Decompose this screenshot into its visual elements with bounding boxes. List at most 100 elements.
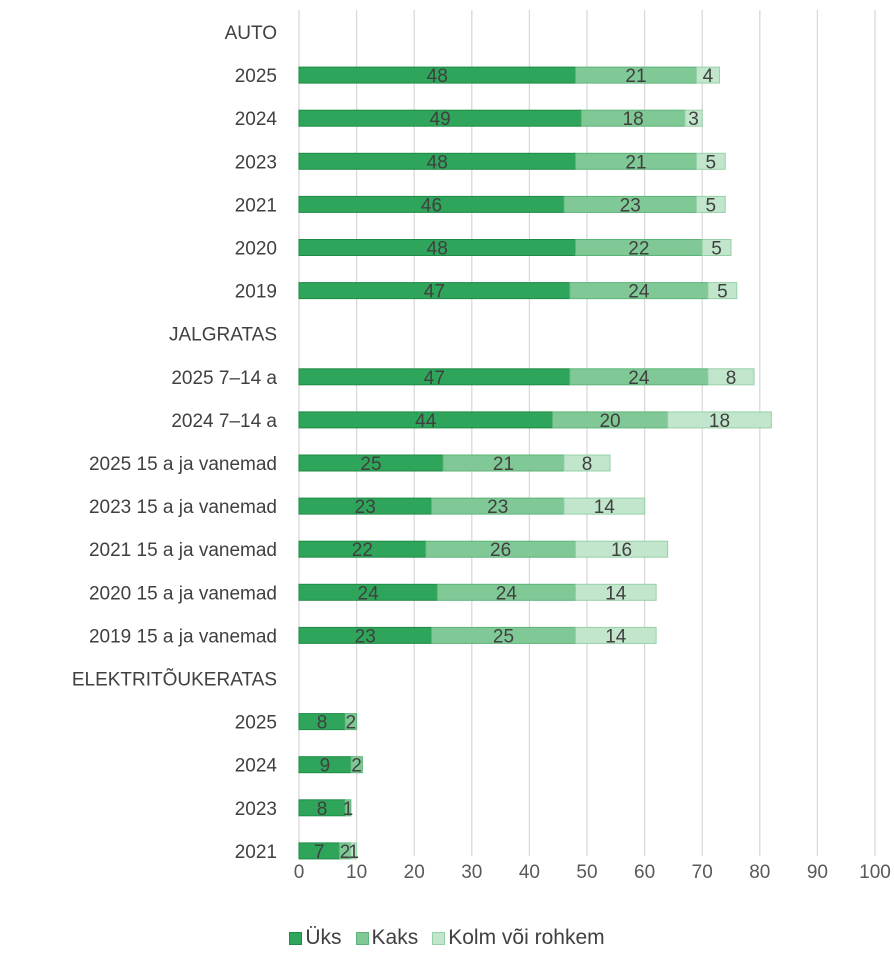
- data-label: 4: [703, 66, 714, 87]
- data-label: 16: [611, 540, 632, 561]
- legend-label-kaks: Kaks: [371, 926, 419, 949]
- data-label: 5: [717, 282, 728, 303]
- data-label: 25: [493, 626, 514, 647]
- data-label: 1: [348, 842, 359, 863]
- category-label: 2025 15 a ja vanemad: [89, 454, 277, 475]
- category-label: AUTO: [225, 23, 277, 44]
- legend-swatch-kaks: [355, 931, 369, 945]
- x-tick-label: 40: [519, 862, 540, 883]
- bar-segment-3: [684, 109, 703, 127]
- data-label: 24: [628, 282, 650, 303]
- data-label: 24: [496, 583, 518, 604]
- category-labels: AUTO 2025 2024 2023 2021 2020 2019 JALGRATAS 202…: [72, 23, 278, 863]
- data-labels: 48 21 449 18 348 21 546 23 548 22 547 24 547 24 844 20 1…: [314, 66, 736, 863]
- x-tick-label: 80: [749, 862, 770, 883]
- category-label: 2025: [235, 713, 277, 734]
- data-label: 48: [427, 66, 448, 87]
- data-label: 2: [346, 713, 357, 734]
- data-label: 8: [317, 799, 328, 820]
- data-label: 2: [351, 756, 362, 777]
- x-tick-label: 90: [807, 862, 828, 883]
- x-tick-label: 20: [404, 862, 425, 883]
- category-label: 2019: [235, 282, 277, 303]
- legend-swatch-kolm: [432, 931, 446, 945]
- bar-segment-3: [701, 239, 732, 256]
- data-label: 14: [605, 583, 627, 604]
- bar-segment-3: [574, 626, 657, 644]
- bar-segment-3: [350, 842, 358, 860]
- legend: Üks Kaks Kolm või rohkem: [0, 922, 894, 954]
- bar-segment-2: [344, 713, 358, 731]
- x-tick-label: 30: [461, 862, 482, 883]
- legend-item-kolm: Kolm või rohkem: [432, 926, 605, 950]
- data-label: 23: [487, 497, 508, 518]
- bar-segment-3: [695, 66, 720, 84]
- x-tick-label: 60: [634, 862, 655, 883]
- gridlines: [298, 10, 876, 856]
- data-label: 49: [430, 109, 451, 130]
- data-label: 21: [625, 66, 646, 87]
- category-label: ELEKTRITÕUKERATAS: [72, 669, 277, 691]
- legend-item-kaks: Kaks: [355, 926, 419, 950]
- bar-segment-3: [695, 152, 726, 170]
- category-label: 2023: [235, 152, 277, 173]
- category-label: 2024 7–14 a: [171, 411, 277, 432]
- data-label: 8: [582, 454, 593, 475]
- category-label: 2024: [235, 756, 278, 777]
- data-label: 22: [628, 239, 649, 260]
- data-label: 14: [605, 626, 627, 647]
- category-label: 2019 15 a ja vanemad: [89, 626, 277, 647]
- x-tick-label: 10: [346, 862, 367, 883]
- data-label: 24: [358, 583, 380, 604]
- category-label: 2024: [235, 109, 278, 130]
- x-tick-label: 50: [576, 862, 597, 883]
- data-label: 44: [415, 411, 437, 432]
- bar-segment-3: [563, 497, 646, 515]
- data-label: 47: [424, 282, 445, 303]
- data-label: 1: [343, 799, 354, 820]
- legend-swatch-uks: [289, 931, 303, 945]
- data-label: 14: [594, 497, 616, 518]
- legend-label-kolm: Kolm või rohkem: [448, 926, 605, 949]
- data-label: 18: [623, 109, 644, 130]
- data-label: 8: [726, 368, 737, 389]
- x-tick-label: 70: [692, 862, 713, 883]
- bars: [298, 66, 772, 860]
- bar-segment-3: [563, 454, 611, 472]
- category-label: 2021 15 a ja vanemad: [89, 540, 277, 561]
- bar-segment-2: [344, 799, 352, 817]
- category-label: 2020 15 a ja vanemad: [89, 583, 277, 604]
- bar-chart: 48 21 449 18 348 21 546 23 548 22 547 24 547 24 844 20 1…: [72, 10, 891, 883]
- data-label: 48: [427, 152, 448, 173]
- data-label: 20: [599, 411, 620, 432]
- bar-segment-3: [707, 282, 738, 300]
- x-tick-label: 100: [859, 862, 891, 883]
- data-label: 24: [628, 368, 650, 389]
- legend-label-uks: Üks: [305, 926, 342, 949]
- data-label: 46: [421, 195, 442, 216]
- data-label: 5: [706, 195, 717, 216]
- data-label: 48: [427, 239, 448, 260]
- data-label: 23: [620, 195, 641, 216]
- category-label: 2023 15 a ja vanemad: [89, 497, 277, 518]
- data-label: 22: [352, 540, 373, 561]
- data-label: 18: [709, 411, 730, 432]
- data-label: 21: [493, 454, 514, 475]
- data-label: 21: [625, 152, 646, 173]
- bar-segment-2: [350, 756, 363, 774]
- category-label: JALGRATAS: [169, 325, 277, 346]
- category-label: 2023: [235, 799, 277, 820]
- data-label: 7: [314, 842, 325, 863]
- x-tick-label: 0: [294, 862, 305, 883]
- bar-segment-3: [574, 583, 657, 601]
- data-label: 25: [360, 454, 381, 475]
- data-label: 47: [424, 368, 445, 389]
- bar-segment-3: [574, 540, 669, 558]
- x-axis-tick-labels: 0 10 20 30 40 50 60 70 80 90 100: [294, 862, 891, 883]
- category-label: 2021: [235, 195, 277, 216]
- data-label: 26: [490, 540, 511, 561]
- category-label: 2021: [235, 842, 277, 863]
- data-label: 23: [355, 497, 376, 518]
- data-label: 23: [355, 626, 376, 647]
- data-label: 3: [688, 109, 699, 130]
